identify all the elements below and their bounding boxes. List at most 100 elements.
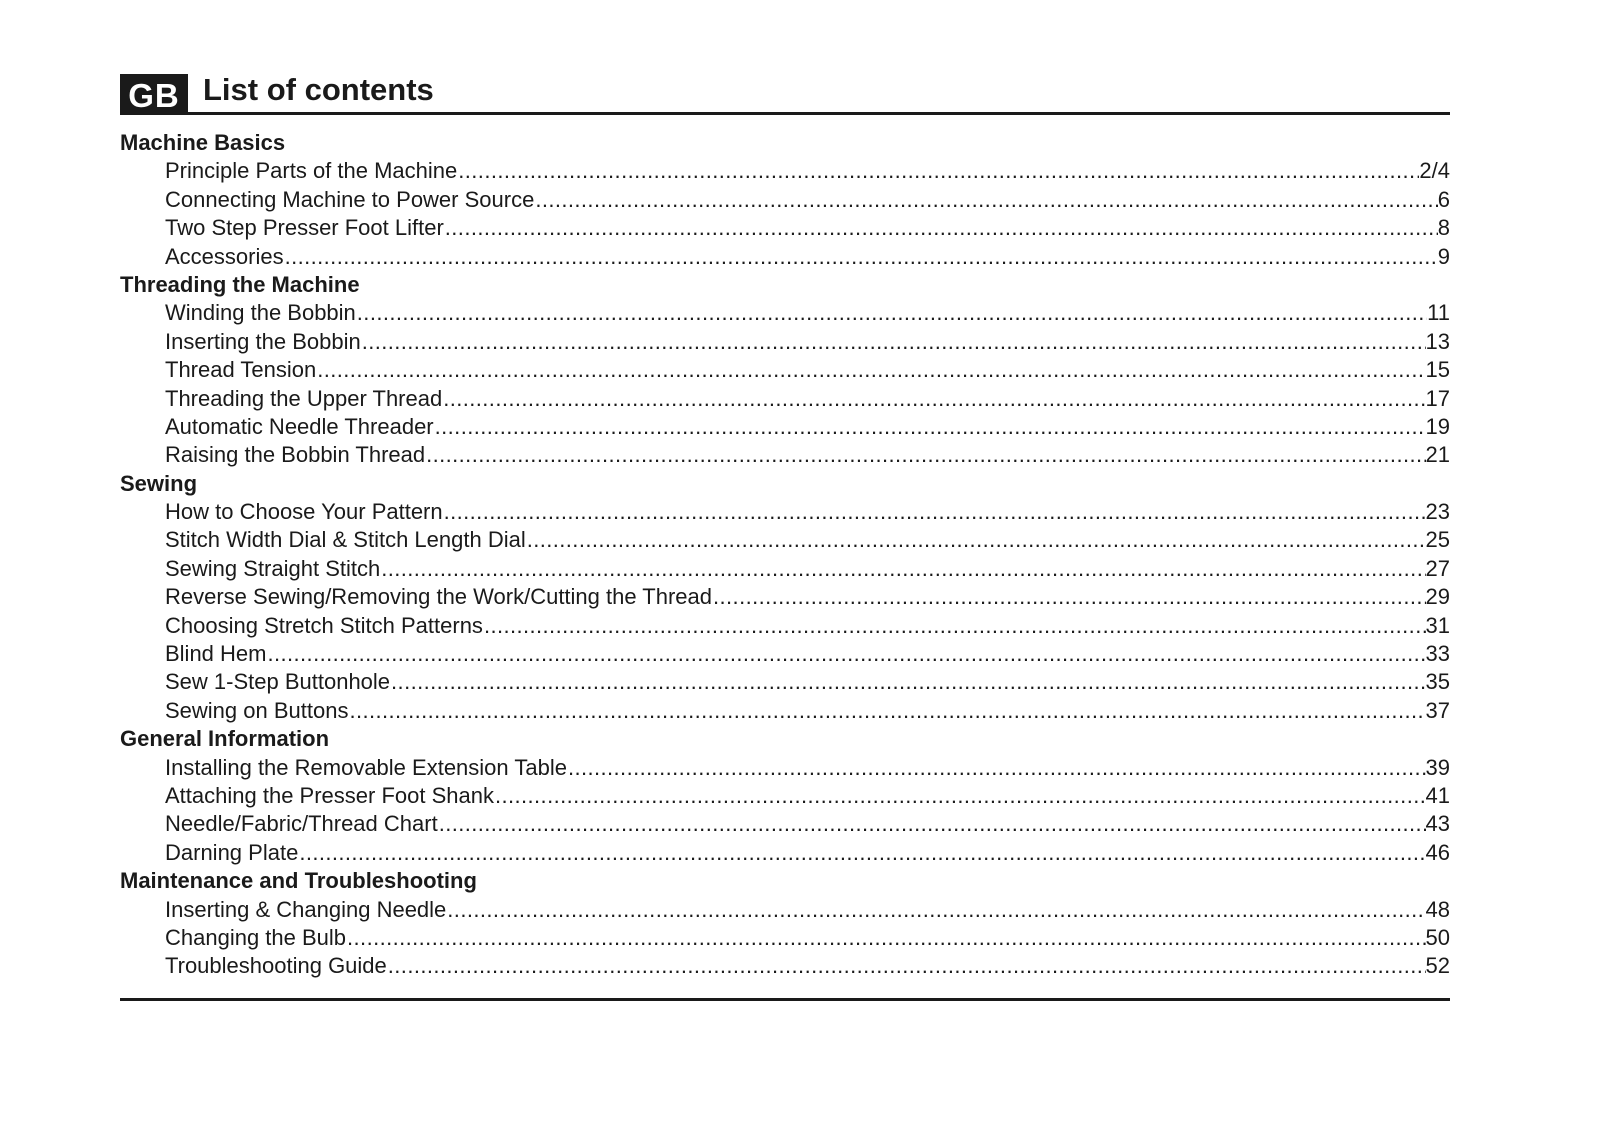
page-title: List of contents	[203, 72, 434, 107]
dot-leader	[483, 612, 1426, 640]
entry-page-number: 8	[1437, 215, 1450, 241]
section-heading: General Information	[120, 726, 330, 752]
section-heading: Threading the Machine	[120, 271, 360, 297]
entry-label: Reverse Sewing/Removing the Work/Cutting…	[165, 584, 713, 610]
toc-entry[interactable]: Choosing Stretch Stitch Patterns 31	[120, 612, 1450, 640]
entry-label: Troubleshooting Guide	[165, 953, 387, 979]
toc-entry[interactable]: Threading the Upper Thread 17	[120, 385, 1450, 413]
table-of-contents: Machine Basics Principle Parts of the Mac…	[120, 129, 1450, 981]
toc-entry[interactable]: Two Step Presser Foot Lifter 8	[120, 214, 1450, 242]
dot-leader	[380, 555, 1425, 583]
entry-page-number: 25	[1425, 527, 1450, 553]
toc-entry[interactable]: Installing the Removable Extension Table…	[120, 754, 1450, 782]
entry-label: Accessories	[165, 243, 284, 269]
entry-page-number: 52	[1425, 953, 1450, 979]
dot-leader	[356, 299, 1427, 327]
entry-page-number: 11	[1427, 300, 1450, 326]
section-heading: Sewing	[120, 470, 198, 496]
dot-leader	[712, 583, 1426, 611]
dot-leader	[438, 810, 1426, 838]
dot-leader	[444, 214, 1438, 242]
entry-page-number: 21	[1425, 442, 1450, 468]
dot-leader	[442, 385, 1425, 413]
entry-page-number: 2/4	[1419, 158, 1450, 184]
entry-page-number: 37	[1425, 697, 1450, 723]
entry-page-number: 29	[1425, 584, 1450, 610]
entry-label: Sewing Straight Stitch	[165, 555, 381, 581]
entry-label: Darning Plate	[165, 839, 299, 865]
toc-entry[interactable]: Sewing Straight Stitch 27	[120, 555, 1450, 583]
entry-label: Sewing on Buttons	[165, 697, 349, 723]
toc-entry[interactable]: Automatic Needle Threader 19	[120, 413, 1450, 441]
entry-page-number: 50	[1425, 924, 1450, 950]
toc-entry[interactable]: Connecting Machine to Power Source 6	[120, 186, 1450, 214]
entry-page-number: 35	[1425, 669, 1450, 695]
toc-entry[interactable]: Darning Plate 46	[120, 839, 1450, 867]
page-header: GB List of contents	[120, 72, 1450, 115]
bottom-divider	[120, 998, 1450, 1001]
entry-label: Two Step Presser Foot Lifter	[165, 215, 444, 241]
entry-label: Blind Hem	[165, 641, 267, 667]
dot-leader	[446, 896, 1425, 924]
toc-entry[interactable]: Raising the Bobbin Thread 21	[120, 441, 1450, 469]
entry-page-number: 31	[1425, 612, 1450, 638]
dot-leader	[567, 754, 1426, 782]
section-heading: Maintenance and Troubleshooting	[120, 868, 477, 894]
dot-leader	[298, 839, 1425, 867]
toc-entry[interactable]: Reverse Sewing/Removing the Work/Cutting…	[120, 583, 1450, 611]
dot-leader	[284, 243, 1438, 271]
language-badge: GB	[120, 74, 188, 114]
dot-leader	[361, 328, 1426, 356]
dot-leader	[457, 157, 1419, 185]
toc-entry[interactable]: Sewing on Buttons 37	[120, 697, 1450, 725]
toc-entry[interactable]: Inserting & Changing Needle 48	[120, 896, 1450, 924]
entry-label: Thread Tension	[165, 357, 317, 383]
entry-label: Connecting Machine to Power Source	[165, 186, 535, 212]
toc-entry[interactable]: Sew 1-Step Buttonhole 35	[120, 668, 1450, 696]
entry-page-number: 6	[1437, 186, 1450, 212]
entry-label: Sew 1-Step Buttonhole	[165, 669, 391, 695]
entry-label: Threading the Upper Thread	[165, 385, 443, 411]
entry-label: Raising the Bobbin Thread	[165, 442, 426, 468]
toc-entry[interactable]: Inserting the Bobbin 13	[120, 328, 1450, 356]
toc-entry[interactable]: Changing the Bulb 50	[120, 924, 1450, 952]
entry-label: Changing the Bulb	[165, 924, 347, 950]
entry-label: Inserting the Bobbin	[165, 328, 361, 354]
entry-label: Needle/Fabric/Thread Chart	[165, 811, 438, 837]
entry-label: Stitch Width Dial & Stitch Length Dial	[165, 527, 526, 553]
dot-leader	[390, 668, 1425, 696]
entry-label: Inserting & Changing Needle	[165, 896, 447, 922]
entry-page-number: 33	[1425, 641, 1450, 667]
dot-leader	[348, 697, 1425, 725]
dot-leader	[266, 640, 1425, 668]
toc-entry[interactable]: Accessories 9	[120, 243, 1450, 271]
toc-entry[interactable]: Blind Hem 33	[120, 640, 1450, 668]
dot-leader	[534, 186, 1437, 214]
toc-entry[interactable]: Winding the Bobbin 11	[120, 299, 1450, 327]
dot-leader	[434, 413, 1426, 441]
dot-leader	[316, 356, 1425, 384]
entry-page-number: 9	[1437, 243, 1450, 269]
entry-page-number: 46	[1425, 839, 1450, 865]
entry-page-number: 41	[1425, 782, 1450, 808]
toc-entry[interactable]: Needle/Fabric/Thread Chart 43	[120, 810, 1450, 838]
toc-entry[interactable]: Principle Parts of the Machine 2/4	[120, 157, 1450, 185]
toc-entry[interactable]: Attaching the Presser Foot Shank 41	[120, 782, 1450, 810]
entry-label: Choosing Stretch Stitch Patterns	[165, 612, 483, 638]
toc-entry[interactable]: Thread Tension 15	[120, 356, 1450, 384]
dot-leader	[387, 952, 1426, 980]
entry-page-number: 23	[1425, 499, 1450, 525]
entry-label: Automatic Needle Threader	[165, 413, 434, 439]
entry-page-number: 17	[1425, 385, 1450, 411]
toc-entry[interactable]: How to Choose Your Pattern 23	[120, 498, 1450, 526]
entry-label: How to Choose Your Pattern	[165, 499, 443, 525]
toc-entry[interactable]: Stitch Width Dial & Stitch Length Dial 25	[120, 526, 1450, 554]
dot-leader	[494, 782, 1426, 810]
entry-page-number: 39	[1425, 754, 1450, 780]
entry-page-number: 19	[1425, 413, 1450, 439]
entry-label: Winding the Bobbin	[165, 300, 356, 326]
entry-page-number: 48	[1425, 896, 1450, 922]
toc-entry[interactable]: Troubleshooting Guide 52	[120, 952, 1450, 980]
section-heading: Machine Basics	[120, 130, 286, 155]
entry-label: Attaching the Presser Foot Shank	[165, 782, 494, 808]
